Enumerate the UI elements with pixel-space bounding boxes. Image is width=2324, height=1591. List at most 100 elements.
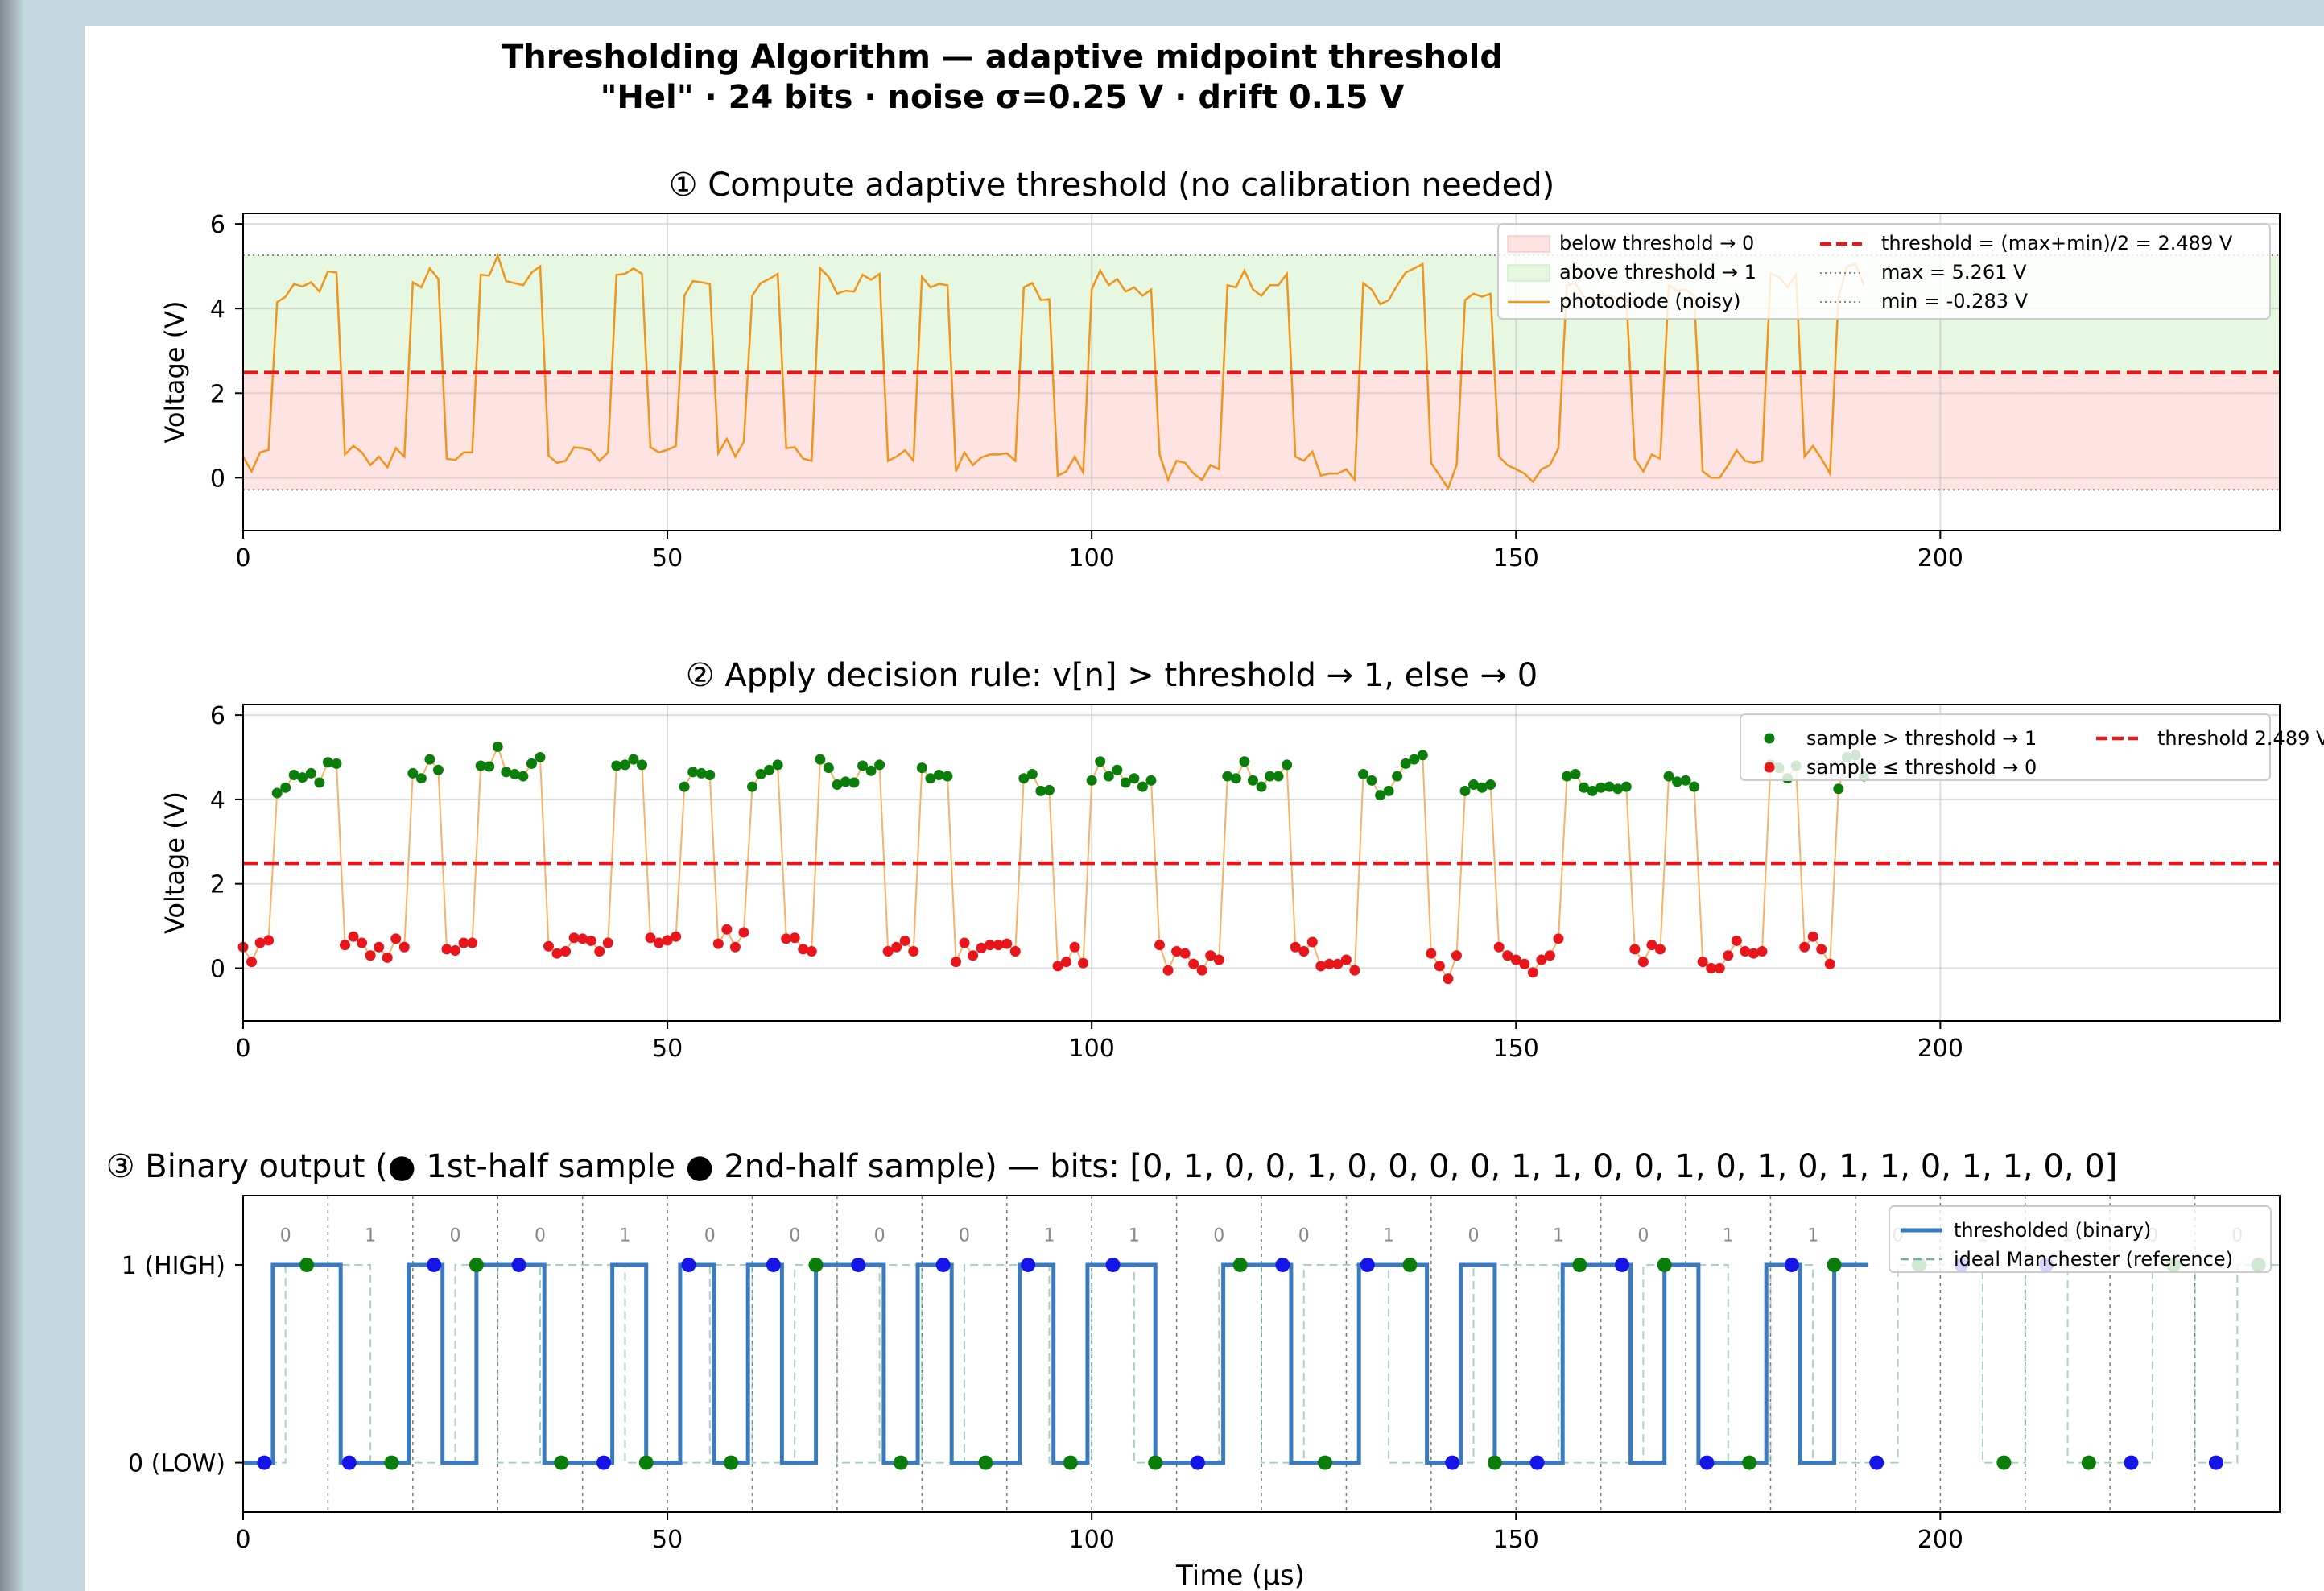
panel2-plot: 0 50 100 150 200 0 2 4 6 Voltage (V) sample > thre… <box>159 702 2324 1063</box>
sample-point-low <box>806 946 817 957</box>
bit-label: 0 <box>789 1225 800 1246</box>
sample-point-high <box>679 781 690 792</box>
first-half-sample-point <box>1021 1257 1036 1272</box>
second-half-sample-point <box>1572 1257 1587 1272</box>
sample-point-high <box>857 760 869 771</box>
first-half-sample-point <box>1869 1455 1884 1470</box>
sample-point-high <box>933 770 944 781</box>
sample-point-high <box>1137 781 1148 792</box>
sample-point-low <box>1069 941 1080 953</box>
sample-point-high <box>925 773 936 784</box>
sample-point-high <box>840 776 851 787</box>
sample-point-low <box>1315 961 1327 972</box>
first-half-sample-point <box>1190 1455 1205 1470</box>
sample-point-high <box>280 782 291 793</box>
panel3-x-tick-label: 100 <box>1069 1526 1115 1554</box>
sample-point-low <box>959 937 970 948</box>
sample-point-low <box>1188 958 1199 969</box>
sample-point-high <box>288 770 299 781</box>
sample-point-high <box>619 759 630 771</box>
sample-point-high <box>1247 775 1258 786</box>
panel2-title: ② Apply decision rule: v[n] > threshold … <box>686 657 1538 694</box>
first-half-sample-point <box>851 1257 866 1272</box>
sample-point-low <box>365 950 376 961</box>
panel3-x-tick-label: 50 <box>652 1526 683 1554</box>
sample-point-high <box>1095 756 1106 767</box>
thresholded-binary-line <box>243 1262 1868 1465</box>
sample-point-low <box>985 940 996 951</box>
panel2-frame <box>242 704 2281 1022</box>
sample-point-low <box>577 933 588 944</box>
sample-point-low <box>340 940 350 951</box>
sample-point-low <box>263 935 275 946</box>
sample-point-high <box>1400 758 1411 769</box>
bit-label: 0 <box>280 1225 291 1246</box>
second-half-sample-point <box>893 1455 908 1470</box>
sample-point-low <box>1340 954 1352 965</box>
sample-point-high <box>407 767 419 779</box>
sample-point-low <box>1306 936 1318 948</box>
sample-point-high <box>1485 779 1496 791</box>
sample-point-high <box>518 771 529 782</box>
bit-label: 0 <box>450 1225 461 1246</box>
first-half-sample-point <box>1699 1455 1715 1470</box>
panel1-y-axis-label: Voltage (V) <box>159 300 190 443</box>
sample-point-low <box>1154 940 1165 951</box>
sample-point-low <box>1544 950 1555 961</box>
below-threshold-band <box>243 372 2280 490</box>
sample-point-low <box>1443 973 1454 985</box>
bit-label: 1 <box>1807 1225 1818 1246</box>
sample-point-high <box>305 767 316 779</box>
sample-point-low <box>441 944 452 955</box>
sample-point-high <box>415 773 427 784</box>
sample-point-high <box>1459 785 1471 796</box>
second-half-sample-point <box>808 1257 824 1272</box>
figure-title: Thresholding Algorithm — adaptive midpoi… <box>502 39 1503 76</box>
legend-ideal-label: ideal Manchester (reference) <box>1954 1248 2233 1271</box>
sample-point-high <box>942 771 953 782</box>
second-half-sample-point <box>1742 1455 1757 1470</box>
second-half-sample-point <box>724 1455 739 1470</box>
sample-point-high <box>1833 783 1844 795</box>
legend-threshold-label: threshold 2.489 V <box>2157 727 2324 750</box>
second-half-sample-point <box>1827 1257 1842 1272</box>
sample-point-high <box>1222 771 1233 782</box>
first-half-sample-point <box>2208 1455 2223 1470</box>
sample-point-low <box>543 940 554 952</box>
legend-max-label: max = 5.261 V <box>1881 261 2027 283</box>
sample-point-low <box>1290 941 1301 953</box>
chart-svg: Thresholding Algorithm — adaptive midpoi… <box>106 39 2324 1591</box>
sample-point-low <box>1298 946 1310 957</box>
bit-label: 0 <box>704 1225 716 1246</box>
bit-label: 1 <box>365 1225 376 1246</box>
legend-low-swatch <box>1764 762 1775 773</box>
sample-point-low <box>671 931 682 942</box>
sample-point-high <box>1129 773 1140 784</box>
sample-point-high <box>1392 771 1403 782</box>
sample-point-low <box>594 946 605 957</box>
sample-point-high <box>1409 754 1420 765</box>
panel2-x-tick-label: 200 <box>1917 1035 1963 1063</box>
sample-point-high <box>848 777 860 788</box>
panel2-x-tick-label: 100 <box>1069 1035 1115 1063</box>
sample-point-low <box>602 937 613 948</box>
sample-point-low <box>789 932 800 944</box>
window-top-border <box>24 0 2324 26</box>
sample-point-low <box>467 937 478 948</box>
sample-point-high <box>1663 771 1674 782</box>
sample-point-high <box>331 758 342 769</box>
sample-point-low <box>645 932 656 944</box>
panel2-x-tick-label: 150 <box>1493 1035 1539 1063</box>
sample-point-low <box>781 933 792 944</box>
sample-point-high <box>916 762 927 774</box>
first-half-sample-point <box>257 1455 272 1470</box>
panel2-y-axis-label: Voltage (V) <box>159 791 190 934</box>
bit-label: 0 <box>1468 1225 1480 1246</box>
sample-point-low <box>450 944 461 956</box>
sample-point-low <box>1451 950 1462 961</box>
sample-point-low <box>374 941 385 953</box>
bit-label: 1 <box>1129 1225 1140 1246</box>
sample-point-low <box>1824 958 1835 969</box>
panel1-x-tick-label: 150 <box>1493 544 1539 572</box>
legend-below-swatch <box>1507 235 1550 253</box>
